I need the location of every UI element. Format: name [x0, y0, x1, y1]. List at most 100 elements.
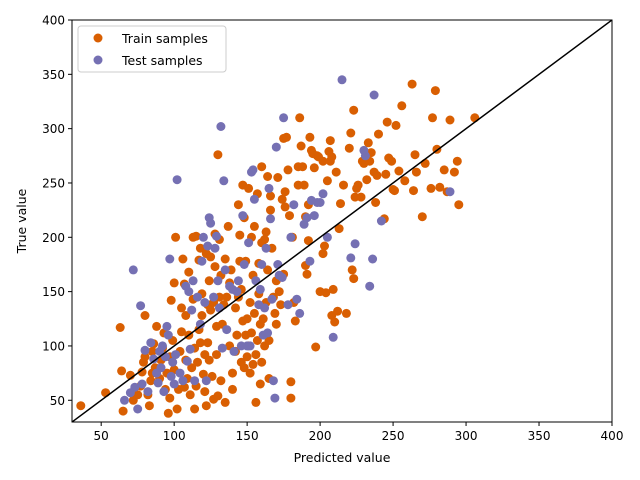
test-point-106: [365, 281, 375, 291]
test-point-52: [220, 265, 230, 275]
train-point-154: [276, 300, 286, 310]
test-point-22: [168, 357, 178, 367]
train-point-243: [430, 86, 440, 96]
test-point-88: [289, 200, 299, 210]
train-point-97: [228, 384, 237, 394]
test-point-102: [346, 253, 356, 263]
train-point-191: [322, 176, 332, 186]
x-axis-label: Predicted value: [294, 450, 391, 465]
test-point-9: [146, 338, 156, 348]
test-point-66: [248, 165, 258, 175]
train-point-17: [147, 346, 157, 356]
test-point-101: [337, 75, 347, 85]
train-point-212: [353, 180, 363, 190]
test-point-71: [257, 260, 267, 269]
train-point-126: [251, 397, 261, 407]
train-point-100: [232, 330, 242, 340]
test-point-4: [133, 404, 143, 414]
test-point-25: [172, 175, 182, 185]
plot-frame: [71, 19, 613, 423]
train-point-172: [298, 162, 308, 172]
train-point-228: [387, 156, 397, 166]
train-point-216: [362, 175, 372, 185]
train-point-249: [449, 167, 459, 177]
test-point-37: [197, 256, 207, 266]
test-point-67: [249, 194, 259, 204]
test-point-81: [271, 142, 281, 152]
test-point-39: [200, 298, 210, 307]
train-point-199: [331, 167, 341, 177]
train-point-222: [372, 170, 382, 180]
test-point-92: [302, 213, 312, 223]
train-point-35: [172, 404, 182, 414]
train-point-164: [286, 393, 296, 403]
test-point-38: [198, 232, 208, 242]
train-point-60: [195, 338, 205, 348]
train-point-246: [439, 165, 449, 175]
test-point-45: [210, 243, 220, 253]
train-point-201: [334, 224, 344, 234]
test-point-80: [270, 393, 280, 403]
test-point-19: [163, 330, 173, 340]
test-point-90: [295, 308, 305, 318]
train-point-182: [309, 163, 319, 173]
train-point-150: [271, 319, 281, 329]
train-point-195: [327, 152, 337, 162]
test-point-17: [160, 352, 170, 362]
test-point-97: [315, 198, 325, 207]
train-point-101: [233, 200, 243, 210]
reference-diagonal-line: [72, 20, 612, 422]
train-point-152: [273, 173, 283, 182]
train-point-197: [328, 284, 338, 294]
test-point-108: [369, 90, 379, 100]
train-point-122: [248, 359, 258, 369]
test-point-36: [195, 319, 205, 329]
train-point-202: [336, 199, 345, 209]
train-point-28: [165, 393, 175, 403]
train-point-140: [261, 227, 271, 237]
legend-label-train: Train samples: [121, 31, 208, 46]
train-point-48: [185, 390, 195, 400]
train-point-7: [133, 390, 143, 400]
x-tick-label: 50: [94, 429, 109, 443]
train-point-117: [245, 298, 255, 307]
train-point-226: [382, 117, 392, 127]
train-point-90: [220, 254, 230, 264]
test-point-7: [140, 345, 150, 355]
train-point-132: [255, 379, 265, 389]
y-tick-label: 400: [42, 14, 65, 28]
test-point-30: [184, 287, 194, 297]
test-point-16: [159, 387, 169, 397]
x-axis-ticks: 50 100 150 200 250 300 350 400: [94, 422, 623, 443]
train-point-30: [166, 295, 176, 305]
train-point-248: [445, 115, 455, 125]
train-point-173: [299, 180, 309, 190]
train-point-179: [305, 132, 315, 142]
x-tick-label: 350: [528, 429, 551, 443]
train-point-77: [210, 262, 220, 272]
test-point-109: [376, 216, 386, 226]
train-point-81: [213, 391, 223, 401]
test-point-18: [162, 321, 172, 331]
test-point-29: [182, 356, 192, 366]
train-point-89: [220, 397, 230, 407]
train-point-236: [409, 186, 418, 196]
train-point-161: [283, 165, 293, 175]
train-point-79: [212, 350, 221, 360]
test-point-15: [158, 341, 167, 351]
test-point-64: [245, 341, 255, 351]
train-point-198: [330, 317, 340, 327]
test-point-98: [318, 189, 328, 199]
train-point-14: [144, 401, 154, 411]
train-point-118: [245, 368, 255, 378]
train-point-109: [239, 363, 249, 373]
legend-label-test: Test samples: [121, 53, 203, 68]
train-point-203: [339, 180, 348, 190]
y-tick-label: 300: [42, 122, 65, 136]
test-point-12: [153, 378, 163, 388]
test-point-48: [214, 303, 224, 313]
train-point-233: [397, 101, 407, 111]
train-point-177: [303, 236, 313, 246]
train-point-142: [263, 265, 273, 275]
